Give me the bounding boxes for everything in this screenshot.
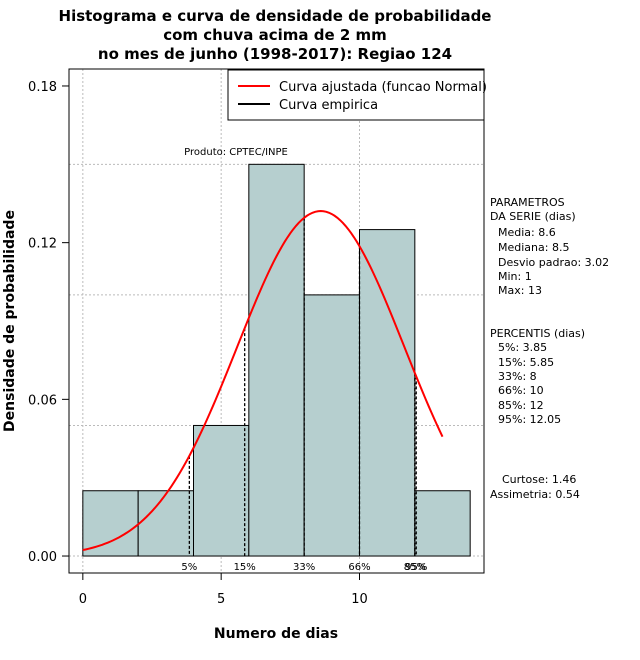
curtose: Curtose: 1.46 bbox=[502, 473, 576, 486]
assimetria: Assimetria: 0.54 bbox=[490, 488, 580, 501]
x-tick-label-2: 10 bbox=[351, 592, 368, 607]
legend-box bbox=[227, 69, 485, 121]
percentile-lines: 5% 15% 33% 66% 85%95% bbox=[181, 217, 427, 573]
side-stats-panel: PARAMETROS DA SERIE (dias) Media: 8.6 Me… bbox=[490, 196, 609, 501]
param-desvio: Desvio padrao: 3.02 bbox=[498, 256, 609, 269]
param-media: Media: 8.6 bbox=[498, 226, 556, 239]
percentile-label-1: 15% bbox=[234, 562, 256, 573]
legend: Curva ajustada (funcao Normal) Curva emp… bbox=[227, 69, 487, 121]
y-tick-label-2: 0.12 bbox=[28, 237, 57, 252]
x-tick-label-0: 0 bbox=[79, 592, 87, 607]
histogram-bar-3 bbox=[248, 163, 305, 557]
y-axis-label: Densidade de probabilidade bbox=[2, 210, 18, 432]
percentile-label-2: 33% bbox=[293, 562, 315, 573]
legend-label-empirical: Curva empirica bbox=[279, 98, 378, 113]
percentile-label-3: 66% bbox=[348, 562, 370, 573]
product-annotation: Produto: CPTEC/INPE bbox=[184, 147, 288, 158]
percentil-66: 66%: 10 bbox=[498, 384, 544, 397]
histogram-bar-0 bbox=[82, 490, 139, 557]
x-axis-label: Numero de dias bbox=[214, 626, 338, 642]
param-max: Max: 13 bbox=[498, 284, 542, 297]
params-title-2: DA SERIE (dias) bbox=[490, 210, 576, 223]
percentis-title: PERCENTIS (dias) bbox=[490, 327, 585, 340]
y-tick-label-1: 0.06 bbox=[28, 393, 57, 408]
histogram-bar-4 bbox=[303, 294, 360, 557]
axes: 0 5 10 0.00 0.06 0.12 0.18 bbox=[28, 80, 368, 607]
histogram-bar-1 bbox=[137, 490, 195, 557]
param-mediana: Mediana: 8.5 bbox=[498, 241, 569, 254]
percentile-label-0: 5% bbox=[181, 562, 197, 573]
x-tick-label-1: 5 bbox=[217, 592, 225, 607]
histogram-bar-6 bbox=[414, 490, 471, 557]
histogram-bar-2 bbox=[193, 424, 250, 557]
chart-title-line-3: no mes de junho (1998-2017): Regiao 124 bbox=[98, 45, 452, 63]
histogram-bar-5 bbox=[359, 229, 416, 557]
y-tick-label-0: 0.00 bbox=[28, 550, 57, 565]
percentil-33: 33%: 8 bbox=[498, 370, 537, 383]
chart-title-line-1: Histograma e curva de densidade de proba… bbox=[59, 7, 492, 25]
histogram-bars bbox=[82, 163, 471, 557]
normal-fit-curve bbox=[82, 210, 444, 552]
percentil-95: 95%: 12.05 bbox=[498, 413, 561, 426]
percentile-label-5: 95% bbox=[405, 562, 427, 573]
legend-label-normal: Curva ajustada (funcao Normal) bbox=[279, 80, 487, 95]
y-tick-label-3: 0.18 bbox=[28, 80, 57, 95]
params-title-1: PARAMETROS bbox=[490, 196, 565, 209]
percentil-15: 15%: 5.85 bbox=[498, 356, 554, 369]
param-min: Min: 1 bbox=[498, 270, 532, 283]
percentil-5: 5%: 3.85 bbox=[498, 341, 547, 354]
percentil-85: 85%: 12 bbox=[498, 399, 544, 412]
chart-title-line-2: com chuva acima de 2 mm bbox=[163, 26, 387, 44]
percentile-label-4: 85% bbox=[404, 562, 426, 573]
